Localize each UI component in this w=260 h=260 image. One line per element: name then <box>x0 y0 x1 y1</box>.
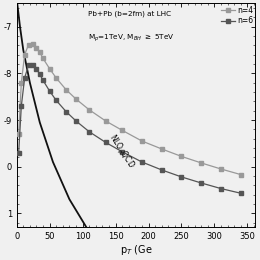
n=6 <box>239 192 242 195</box>
n=6 <box>64 110 68 113</box>
n=4 <box>32 42 35 46</box>
n=6 <box>121 150 124 153</box>
n=4 <box>74 98 77 101</box>
n=6 <box>32 63 35 67</box>
n=4 <box>55 76 58 80</box>
n=6 <box>48 89 51 93</box>
n=6 <box>55 99 58 102</box>
n=6 <box>74 119 77 122</box>
n=6 <box>140 160 144 164</box>
n=4 <box>35 46 38 49</box>
Legend: n=4, n=6: n=4, n=6 <box>220 5 254 26</box>
Line: n=4: n=4 <box>17 42 242 176</box>
n=4 <box>20 81 23 84</box>
X-axis label: p$_T$ (Ge: p$_T$ (Ge <box>120 243 152 257</box>
n=4 <box>219 167 223 171</box>
n=6 <box>200 181 203 185</box>
n=6 <box>219 187 223 190</box>
n=6 <box>42 79 45 82</box>
n=4 <box>200 161 203 165</box>
n=4 <box>121 129 124 132</box>
Text: M$_p$=1TeV, M$_{BH}$ $\geq$ 5TeV: M$_p$=1TeV, M$_{BH}$ $\geq$ 5TeV <box>88 32 175 44</box>
n=4 <box>38 51 41 54</box>
n=4 <box>27 43 30 46</box>
n=6 <box>88 130 91 133</box>
n=6 <box>23 76 26 80</box>
n=6 <box>160 168 163 172</box>
Text: NLO$_p$QCD: NLO$_p$QCD <box>105 132 137 171</box>
n=6 <box>104 141 107 144</box>
Line: n=6: n=6 <box>17 63 242 195</box>
n=4 <box>23 53 26 56</box>
n=4 <box>17 132 20 135</box>
n=6 <box>20 105 23 108</box>
n=6 <box>35 67 38 70</box>
n=6 <box>180 175 183 178</box>
Text: Pb+Pb (b=2fm) at LHC: Pb+Pb (b=2fm) at LHC <box>88 10 171 17</box>
n=6 <box>27 63 30 67</box>
n=4 <box>160 147 163 151</box>
n=4 <box>104 119 107 122</box>
n=4 <box>180 155 183 158</box>
n=4 <box>42 57 45 60</box>
n=4 <box>48 67 51 70</box>
n=4 <box>239 173 242 176</box>
n=4 <box>88 108 91 111</box>
n=6 <box>17 151 20 154</box>
n=6 <box>38 73 41 76</box>
n=4 <box>140 139 144 142</box>
n=4 <box>64 88 68 91</box>
